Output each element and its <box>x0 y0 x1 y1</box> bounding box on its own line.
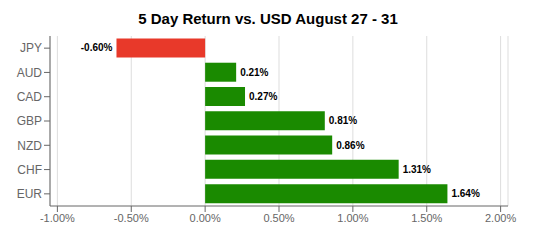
svg-text:0.50%: 0.50% <box>263 212 294 224</box>
svg-text:0.00%: 0.00% <box>190 212 221 224</box>
svg-text:AUD: AUD <box>17 66 43 80</box>
svg-text:1.00%: 1.00% <box>337 212 368 224</box>
svg-text:0.86%: 0.86% <box>336 140 364 151</box>
svg-text:2.00%: 2.00% <box>485 212 516 224</box>
svg-text:-0.60%: -0.60% <box>81 42 113 53</box>
svg-text:0.21%: 0.21% <box>240 67 268 78</box>
svg-text:JPY: JPY <box>20 41 42 55</box>
svg-text:NZD: NZD <box>17 139 42 153</box>
svg-text:EUR: EUR <box>17 187 43 201</box>
svg-text:-1.00%: -1.00% <box>40 212 75 224</box>
svg-text:CAD: CAD <box>17 90 43 104</box>
svg-text:1.31%: 1.31% <box>403 164 431 175</box>
svg-text:GBP: GBP <box>17 114 42 128</box>
svg-text:1.64%: 1.64% <box>451 188 479 199</box>
svg-text:-0.50%: -0.50% <box>114 212 149 224</box>
svg-text:0.81%: 0.81% <box>329 115 357 126</box>
svg-text:CHF: CHF <box>17 163 42 177</box>
svg-text:0.27%: 0.27% <box>249 91 277 102</box>
html-text:5 Day Return vs. USD August 27: 5 Day Return vs. USD August 27 - 31 <box>138 10 398 27</box>
svg-text:1.50%: 1.50% <box>411 212 442 224</box>
